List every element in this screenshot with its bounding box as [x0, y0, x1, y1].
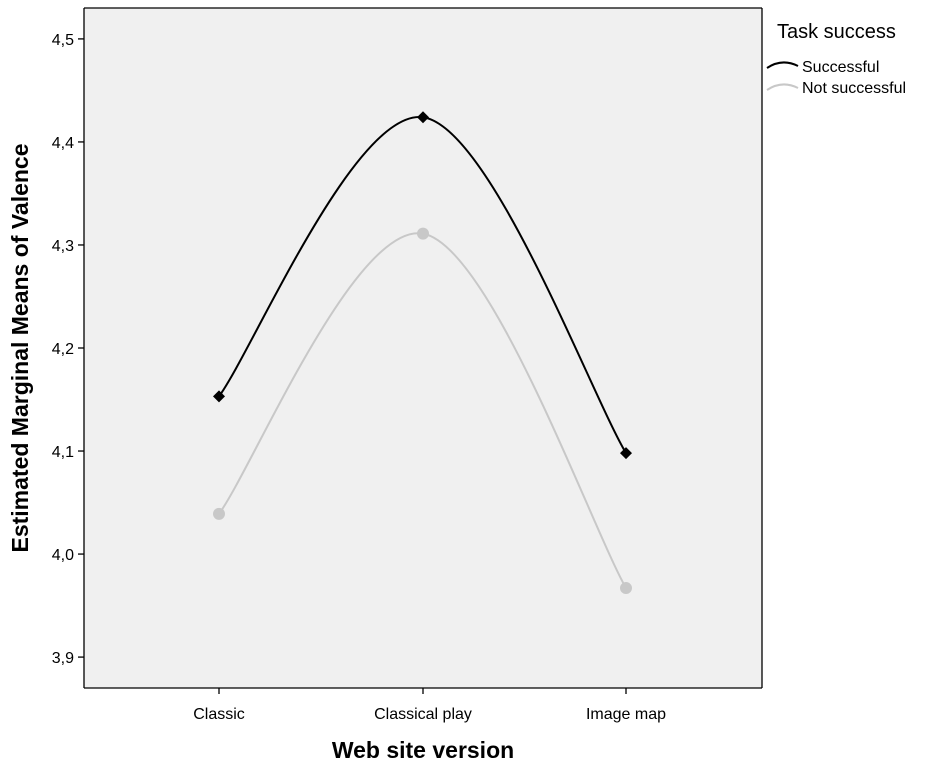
legend-label-successful: Successful: [802, 59, 879, 76]
y-axis: 3,9 4,0 4,1 4,2 4,3 4,4 4,5: [52, 32, 84, 667]
x-tick-label: Classical play: [374, 706, 472, 723]
y-tick-label: 4,2: [52, 341, 74, 358]
y-tick-label: 3,9: [52, 650, 74, 667]
legend-label-not-successful: Not successful: [802, 80, 906, 97]
legend-title: Task success: [777, 21, 896, 43]
data-point-successful: [417, 111, 429, 124]
data-point-not-successful: [213, 507, 225, 520]
data-point-not-successful: [417, 227, 429, 240]
legend-swatch-successful: [766, 61, 799, 69]
y-tick-label: 4,1: [52, 444, 74, 461]
x-tick-label: Image map: [586, 706, 666, 723]
data-point-not-successful: [620, 582, 632, 595]
data-point-successful: [620, 447, 632, 460]
plot-background: [84, 8, 762, 688]
data-point-successful: [213, 390, 225, 403]
legend-swatch-not-successful: [766, 83, 799, 91]
x-axis-title: Web site version: [332, 737, 514, 762]
y-tick-label: 4,5: [52, 32, 74, 49]
y-axis-title: Estimated Marginal Means of Valence: [7, 143, 33, 552]
x-tick-label: Classic: [193, 706, 245, 723]
series-layer: [213, 111, 632, 595]
legend: Task success Successful Not successful: [766, 21, 906, 97]
y-tick-label: 4,3: [52, 238, 74, 255]
y-tick-label: 4,4: [52, 135, 74, 152]
x-axis: Classic Classical play Image map: [193, 688, 666, 723]
y-tick-label: 4,0: [52, 547, 74, 564]
